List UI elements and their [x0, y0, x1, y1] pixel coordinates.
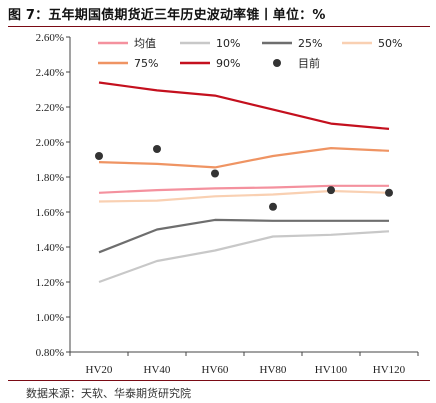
x-tick-label: HV100	[315, 364, 348, 376]
current-point	[385, 188, 393, 197]
series-line	[98, 230, 390, 284]
x-tick-label: HV60	[202, 364, 229, 376]
legend-label: 目前	[298, 56, 320, 70]
current-point	[327, 186, 335, 195]
y-tick-label: 1.00%	[36, 312, 64, 324]
legend-label: 均值	[134, 37, 156, 50]
legend-swatch	[273, 59, 281, 67]
x-tick-label: HV80	[260, 364, 287, 376]
legend-label: 25%	[298, 37, 322, 50]
title-bar: 图 7：五年期国债期货近三年历史波动率锥丨单位：%	[8, 2, 430, 27]
series-line	[98, 146, 390, 169]
y-tick-label: 1.60%	[36, 207, 64, 219]
data-source: 数据来源：天软、华泰期货研究院	[26, 387, 191, 400]
chart-title: 图 7：五年期国债期货近三年历史波动率锥丨单位：%	[8, 8, 326, 23]
current-point	[95, 152, 103, 160]
series-line	[98, 218, 389, 254]
current-point	[211, 169, 219, 178]
current-point	[269, 202, 277, 211]
legend-label: 50%	[378, 37, 402, 50]
footer-divider	[8, 380, 430, 381]
legend-label: 10%	[216, 37, 240, 50]
series-line	[98, 81, 390, 130]
y-tick-label: 2.40%	[36, 67, 64, 79]
y-tick-label: 1.40%	[36, 242, 64, 254]
legend-label: 90%	[216, 57, 240, 70]
series-line	[98, 184, 389, 194]
y-tick-label: 2.60%	[36, 32, 64, 44]
current-point	[153, 145, 161, 153]
volatility-cone-chart: 0.80% 1.00% 1.20% 1.40% 1.60% 1.80% 2.00% 2.20%…	[36, 32, 419, 376]
y-tick-label: 1.20%	[36, 277, 64, 289]
legend-label: 75%	[134, 57, 158, 70]
x-tick-label: HV20	[86, 364, 113, 376]
y-tick-label: 2.00%	[36, 137, 64, 149]
y-tick-label: 1.80%	[36, 172, 64, 184]
y-tick-label: 2.20%	[36, 102, 64, 114]
y-tick-label: 0.80%	[36, 347, 64, 359]
x-tick-label: HV40	[144, 364, 171, 376]
x-tick-label: HV120	[373, 364, 406, 376]
series-line	[98, 189, 390, 203]
